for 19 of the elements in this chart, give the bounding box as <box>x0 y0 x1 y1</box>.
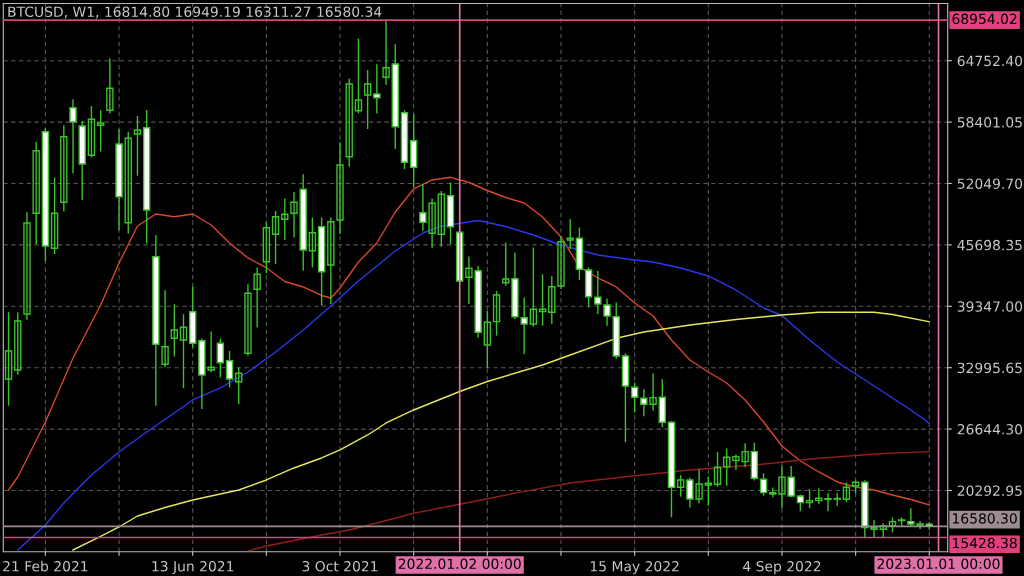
x-tick-label: 4 Sep 2022 <box>743 560 821 575</box>
y-tick-label: 39347.00 <box>957 301 1023 312</box>
ref-line-label: 16580.30 <box>953 513 1017 524</box>
y-tick-label: 45698.35 <box>957 239 1022 251</box>
ref-line-label: 2023.01.01 00:00 <box>877 558 1000 570</box>
y-tick-label: 52049.70 <box>957 178 1023 189</box>
y-tick-label: 26644.30 <box>957 424 1023 435</box>
x-tick-label: 3 Oct 2021 <box>302 560 378 572</box>
ref-line-label: 68954.02 <box>952 13 1017 25</box>
y-tick-label: 32995.65 <box>957 362 1022 374</box>
y-tick-label: 20292.95 <box>957 485 1022 496</box>
x-tick-label: 15 May 2022 <box>590 560 679 575</box>
x-tick-label: 13 Jun 2021 <box>152 560 234 575</box>
chart-title: BTCUSD, W1, 16814.80 16949.19 16311.27 16580.34 <box>8 6 382 19</box>
y-tick-label: 64752.40 <box>957 55 1023 67</box>
x-tick-label: 21 Feb 2021 <box>3 560 88 572</box>
ref-line-label: 15428.38 <box>953 537 1017 549</box>
ref-line-label: 2022.01.02 00:00 <box>398 558 521 570</box>
y-tick-label: 58401.05 <box>957 117 1022 128</box>
